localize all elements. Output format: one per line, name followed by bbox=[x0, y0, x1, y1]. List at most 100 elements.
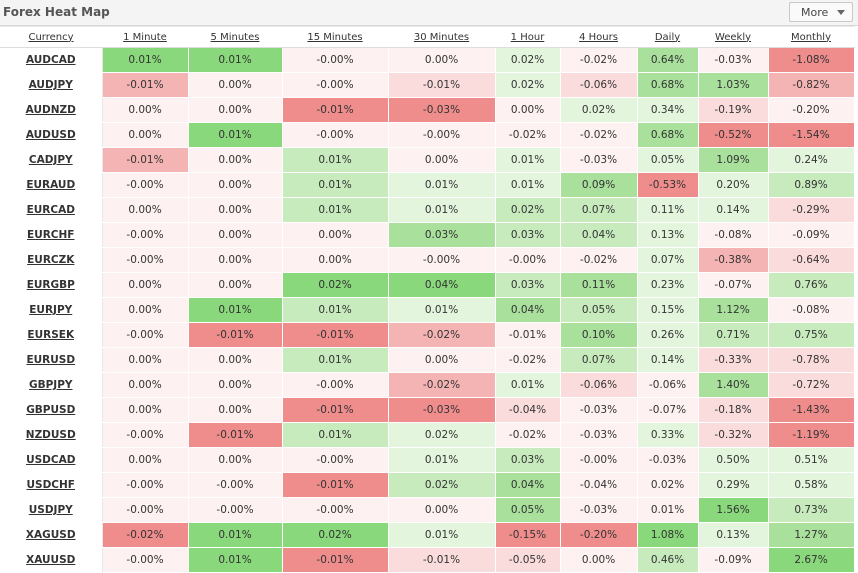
heat-cell-daily: 1.08% bbox=[637, 522, 699, 548]
column-header-1-minute[interactable]: 1 Minute bbox=[102, 26, 188, 48]
table-row: AUDUSD 0.00% 0.01% -0.00% -0.00% -0.02% -0.02%… bbox=[0, 122, 855, 148]
heat-cell-4-hours: -0.02% bbox=[560, 47, 638, 73]
heat-cell-monthly: -0.72% bbox=[768, 372, 855, 398]
column-header-30-minutes[interactable]: 30 Minutes bbox=[388, 26, 495, 48]
heat-cell-monthly: -0.82% bbox=[768, 72, 855, 98]
heat-cell-daily: -0.06% bbox=[637, 372, 699, 398]
heat-cell-monthly: -1.08% bbox=[768, 47, 855, 73]
currency-pair-link[interactable]: EURUSD bbox=[0, 347, 103, 373]
heat-cell-daily: 0.11% bbox=[637, 197, 699, 223]
currency-pair-link[interactable]: EURSEK bbox=[0, 322, 103, 348]
heat-cell-1-hour: -0.05% bbox=[495, 547, 561, 573]
column-header-4-hours[interactable]: 4 Hours bbox=[560, 26, 637, 48]
heat-cell-5-minutes: 0.00% bbox=[188, 222, 283, 248]
table-row: USDCHF -0.00% -0.00% -0.01% 0.02% 0.04% -0.04%… bbox=[0, 472, 855, 498]
heat-cell-monthly: 0.51% bbox=[768, 447, 855, 473]
currency-pair-link[interactable]: NZDUSD bbox=[0, 422, 103, 448]
table-row: AUDNZD 0.00% 0.00% -0.01% -0.03% 0.00% 0.02% 0.… bbox=[0, 97, 855, 123]
heat-cell-daily: 0.15% bbox=[637, 297, 699, 323]
heat-cell-1-minute: 0.00% bbox=[102, 447, 189, 473]
widget-header: Forex Heat Map More bbox=[0, 0, 858, 26]
column-header-daily[interactable]: Daily bbox=[637, 26, 698, 48]
heat-cell-4-hours: -0.00% bbox=[560, 447, 638, 473]
heat-cell-4-hours: 0.10% bbox=[560, 322, 638, 348]
heat-cell-4-hours: 0.07% bbox=[560, 347, 638, 373]
heat-cell-15-minutes: 0.01% bbox=[282, 347, 389, 373]
column-header-5-minutes[interactable]: 5 Minutes bbox=[188, 26, 282, 48]
heat-cell-1-hour: 0.03% bbox=[495, 222, 561, 248]
heat-cell-monthly: 2.67% bbox=[768, 547, 855, 573]
heat-cell-5-minutes: 0.01% bbox=[188, 122, 283, 148]
currency-pair-link[interactable]: EURJPY bbox=[0, 297, 103, 323]
table-row: EURJPY 0.00% 0.01% 0.01% 0.01% 0.04% 0.05% 0.15… bbox=[0, 297, 855, 323]
header-row: Currency 1 Minute 5 Minutes 15 Minutes 3… bbox=[0, 26, 854, 48]
heat-cell-1-minute: 0.00% bbox=[102, 97, 189, 123]
currency-pair-link[interactable]: XAGUSD bbox=[0, 522, 103, 548]
heat-cell-15-minutes: 0.01% bbox=[282, 147, 389, 173]
column-header-15-minutes[interactable]: 15 Minutes bbox=[282, 26, 388, 48]
heat-cell-4-hours: -0.04% bbox=[560, 472, 638, 498]
heat-cell-daily: 0.02% bbox=[637, 472, 699, 498]
heat-cell-4-hours: 0.07% bbox=[560, 197, 638, 223]
heat-cell-1-minute: -0.00% bbox=[102, 422, 189, 448]
heat-cell-1-minute: 0.01% bbox=[102, 47, 189, 73]
heat-cell-1-minute: 0.00% bbox=[102, 347, 189, 373]
currency-pair-link[interactable]: CADJPY bbox=[0, 147, 103, 173]
heat-cell-daily: 0.23% bbox=[637, 272, 699, 298]
currency-pair-link[interactable]: EURGBP bbox=[0, 272, 103, 298]
heat-cell-weekly: -0.33% bbox=[698, 347, 769, 373]
currency-pair-link[interactable]: USDCHF bbox=[0, 472, 103, 498]
heat-cell-1-minute: 0.00% bbox=[102, 397, 189, 423]
currency-pair-link[interactable]: XAUUSD bbox=[0, 547, 103, 573]
heat-cell-weekly: 0.50% bbox=[698, 447, 769, 473]
heat-cell-daily: 0.01% bbox=[637, 497, 699, 523]
heat-cell-5-minutes: 0.01% bbox=[188, 297, 283, 323]
heat-cell-1-hour: -0.02% bbox=[495, 122, 561, 148]
currency-pair-link[interactable]: AUDJPY bbox=[0, 72, 103, 98]
currency-pair-link[interactable]: USDJPY bbox=[0, 497, 103, 523]
currency-pair-link[interactable]: EURCAD bbox=[0, 197, 103, 223]
table-row: EURGBP 0.00% 0.00% 0.02% 0.04% 0.03% 0.11% 0.23… bbox=[0, 272, 855, 298]
heat-cell-monthly: -0.08% bbox=[768, 297, 855, 323]
column-header-monthly[interactable]: Monthly bbox=[768, 26, 854, 48]
more-dropdown-button[interactable]: More bbox=[789, 2, 853, 22]
currency-pair-link[interactable]: EURCZK bbox=[0, 247, 103, 273]
heat-cell-monthly: -0.09% bbox=[768, 222, 855, 248]
currency-pair-link[interactable]: GBPUSD bbox=[0, 397, 103, 423]
currency-pair-link[interactable]: AUDUSD bbox=[0, 122, 103, 148]
heat-cell-4-hours: -0.02% bbox=[560, 247, 638, 273]
heat-cell-1-minute: -0.01% bbox=[102, 72, 189, 98]
heat-cell-5-minutes: 0.00% bbox=[188, 197, 283, 223]
heat-cell-weekly: -0.19% bbox=[698, 97, 769, 123]
heat-cell-30-minutes: 0.01% bbox=[388, 297, 496, 323]
column-header-1-hour[interactable]: 1 Hour bbox=[495, 26, 560, 48]
heat-cell-weekly: 1.56% bbox=[698, 497, 769, 523]
heat-cell-1-minute: -0.00% bbox=[102, 222, 189, 248]
currency-pair-link[interactable]: EURCHF bbox=[0, 222, 103, 248]
heat-cell-30-minutes: -0.03% bbox=[388, 97, 496, 123]
heat-cell-30-minutes: 0.01% bbox=[388, 522, 496, 548]
table-row: NZDUSD -0.00% -0.01% 0.01% 0.02% -0.02% -0.03%… bbox=[0, 422, 855, 448]
heat-cell-daily: 0.14% bbox=[637, 347, 699, 373]
currency-pair-link[interactable]: AUDCAD bbox=[0, 47, 103, 73]
heat-cell-1-minute: 0.00% bbox=[102, 272, 189, 298]
currency-pair-link[interactable]: USDCAD bbox=[0, 447, 103, 473]
heat-cell-4-hours: -0.02% bbox=[560, 122, 638, 148]
column-header-currency[interactable]: Currency bbox=[0, 26, 102, 48]
heat-cell-1-minute: -0.00% bbox=[102, 247, 189, 273]
currency-pair-link[interactable]: GBPJPY bbox=[0, 372, 103, 398]
currency-pair-link[interactable]: EURAUD bbox=[0, 172, 103, 198]
heat-cell-daily: -0.03% bbox=[637, 447, 699, 473]
heat-cell-15-minutes: 0.01% bbox=[282, 297, 389, 323]
heat-cell-1-hour: 0.04% bbox=[495, 472, 561, 498]
table-row: EURAUD -0.00% 0.00% 0.01% 0.01% 0.01% 0.09% -0.… bbox=[0, 172, 855, 198]
heat-cell-daily: 0.26% bbox=[637, 322, 699, 348]
currency-pair-link[interactable]: AUDNZD bbox=[0, 97, 103, 123]
heat-cell-30-minutes: -0.03% bbox=[388, 397, 496, 423]
heat-cell-weekly: -0.08% bbox=[698, 222, 769, 248]
table-row: EURUSD 0.00% 0.00% 0.01% 0.00% -0.02% 0.07% 0.1… bbox=[0, 347, 855, 373]
heat-cell-1-hour: 0.03% bbox=[495, 447, 561, 473]
heat-cell-1-minute: 0.00% bbox=[102, 297, 189, 323]
column-header-weekly[interactable]: Weekly bbox=[698, 26, 768, 48]
heat-cell-weekly: 1.03% bbox=[698, 72, 769, 98]
